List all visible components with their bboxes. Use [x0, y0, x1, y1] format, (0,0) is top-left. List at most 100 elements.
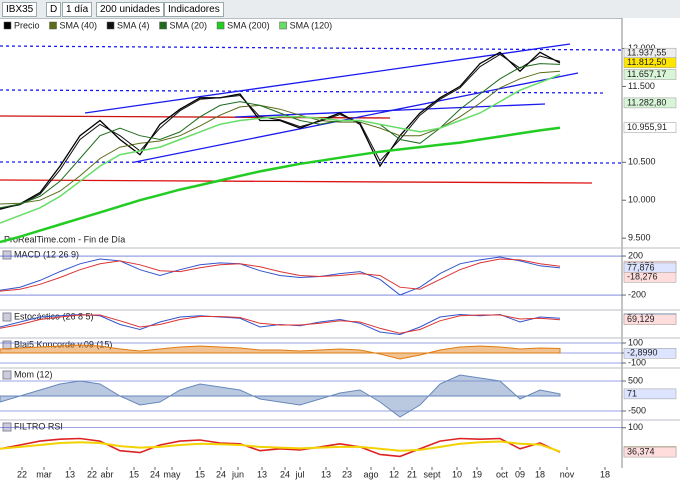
series-line: [0, 314, 561, 334]
x-tick-label: oct: [496, 469, 509, 479]
x-tick-label: 12: [389, 469, 399, 479]
y-tick-label: 100: [628, 337, 643, 347]
series-line: [0, 70, 561, 205]
x-tick-label: 22: [17, 469, 27, 479]
indicator-title: Blai5 Koncorde v.09 (15): [14, 339, 112, 349]
y-tick-label: 12.000: [628, 43, 656, 53]
series-line: [0, 126, 561, 244]
x-tick-label: may: [163, 469, 181, 479]
indicators[interactable]: Indicadores: [164, 2, 224, 17]
indicator-icon: [2, 340, 12, 350]
value-tag-label: 11.937,55: [627, 48, 666, 58]
indicator-title: MACD (12 26 9): [14, 249, 79, 259]
level-line: [0, 161, 623, 164]
y-tick-label: 200: [628, 250, 643, 260]
indicator-icon: [2, 250, 12, 260]
x-tick-label: jul: [294, 469, 304, 479]
x-tick-label: 18: [535, 469, 545, 479]
legend-entry: SMA (20): [170, 20, 208, 30]
value-tag-label: 36,374: [627, 446, 655, 456]
value-tag: [623, 272, 677, 283]
chart: ProRealTime.com - Fin de Día 12.000 11.50…: [0, 18, 680, 481]
value-tag-label: 11.812,50: [627, 57, 666, 67]
symbol[interactable]: IBX35: [2, 2, 38, 17]
x-tick-label: ago: [363, 469, 378, 479]
value-tag: [623, 57, 677, 68]
value-tag: [623, 446, 677, 458]
y-tick-label: 9.500: [628, 233, 651, 243]
value-tag-label: -18,276: [627, 272, 658, 282]
legend-entry: SMA (40): [60, 20, 98, 30]
series-line: [0, 51, 561, 210]
level-line: [0, 89, 606, 94]
y-tick-label: 100: [628, 422, 643, 432]
value-tag-label: 77,876: [627, 262, 655, 272]
x-tick-label: 15: [129, 469, 139, 479]
legend-entry: SMA (120): [290, 20, 333, 30]
x-tick-label: 13: [65, 469, 75, 479]
series-line: [0, 63, 561, 209]
x-tick-label: 09: [515, 469, 525, 479]
value-tag-label: 11.657,17: [627, 69, 666, 79]
y-tick-label: -200: [628, 289, 646, 299]
y-tick-label: 11.500: [628, 81, 655, 91]
x-tick-label: 10: [452, 469, 462, 479]
indicator-icon: [2, 370, 12, 380]
x-tick-label: 24: [150, 469, 160, 479]
x-tick-label: 19: [472, 469, 482, 479]
legend-entry: SMA (4): [117, 20, 150, 30]
mode[interactable]: D: [46, 2, 62, 17]
series-line: [0, 440, 561, 453]
indicator-title: FILTRO RSI: [14, 421, 63, 431]
value-tag: [623, 122, 677, 133]
right-axis-bg: [622, 18, 680, 481]
level-line: [0, 179, 593, 184]
channel-line: [84, 43, 571, 114]
legend-entry: SMA (200): [227, 20, 270, 30]
series-line: [0, 256, 561, 296]
indicator-title: Mom (12): [14, 369, 53, 379]
series-line: [0, 437, 561, 458]
x-tick-label: 24: [216, 469, 226, 479]
y-tick-label: 10.500: [628, 157, 656, 167]
value-tag: [623, 69, 677, 80]
units[interactable]: 200 unidades: [96, 2, 165, 17]
y-tick-label: -100: [628, 357, 646, 367]
period[interactable]: 1 día: [62, 2, 93, 17]
value-tag: [623, 97, 677, 109]
value-tag: [623, 314, 677, 325]
legend-swatch: [216, 21, 225, 30]
series-line: [0, 258, 561, 292]
x-tick-label: mar: [36, 469, 52, 479]
legend-swatch: [49, 21, 57, 30]
value-tag-label: 71: [627, 388, 637, 398]
x-tick-label: 13: [321, 469, 331, 479]
legend-swatch: [159, 21, 167, 30]
x-tick-label: abr: [100, 469, 113, 479]
x-tick-label: nov: [560, 469, 575, 479]
toolbar: IBX35 D 1 día 200 unidades Indicadores: [0, 0, 680, 19]
legend-swatch: [106, 21, 115, 30]
channel-line: [234, 103, 546, 118]
trend-line: [0, 115, 391, 119]
y-tick-label: 10.000: [628, 195, 656, 205]
x-tick-label: 22: [87, 469, 97, 479]
series-area: [0, 344, 561, 360]
x-tick-label: 13: [257, 469, 267, 479]
x-tick-label: 15: [195, 469, 205, 479]
value-tag-label: 69,129: [627, 314, 655, 324]
channel-line: [134, 72, 579, 163]
legend-entry: Precio: [14, 20, 40, 30]
source: ProRealTime.com - Fin de Día: [4, 234, 125, 244]
value-tag-label: -2,8990: [627, 348, 658, 358]
y-tick-label: -500: [628, 405, 646, 415]
y-tick-label: 500: [628, 375, 643, 385]
series-line: [0, 53, 561, 210]
legend-swatch: [279, 21, 287, 30]
level-line: [0, 45, 623, 51]
value-tag-label: 11.282,80: [627, 97, 666, 107]
x-tick-label: 24: [280, 469, 290, 479]
series-line: [0, 73, 561, 224]
x-tick-label: jun: [231, 469, 244, 479]
